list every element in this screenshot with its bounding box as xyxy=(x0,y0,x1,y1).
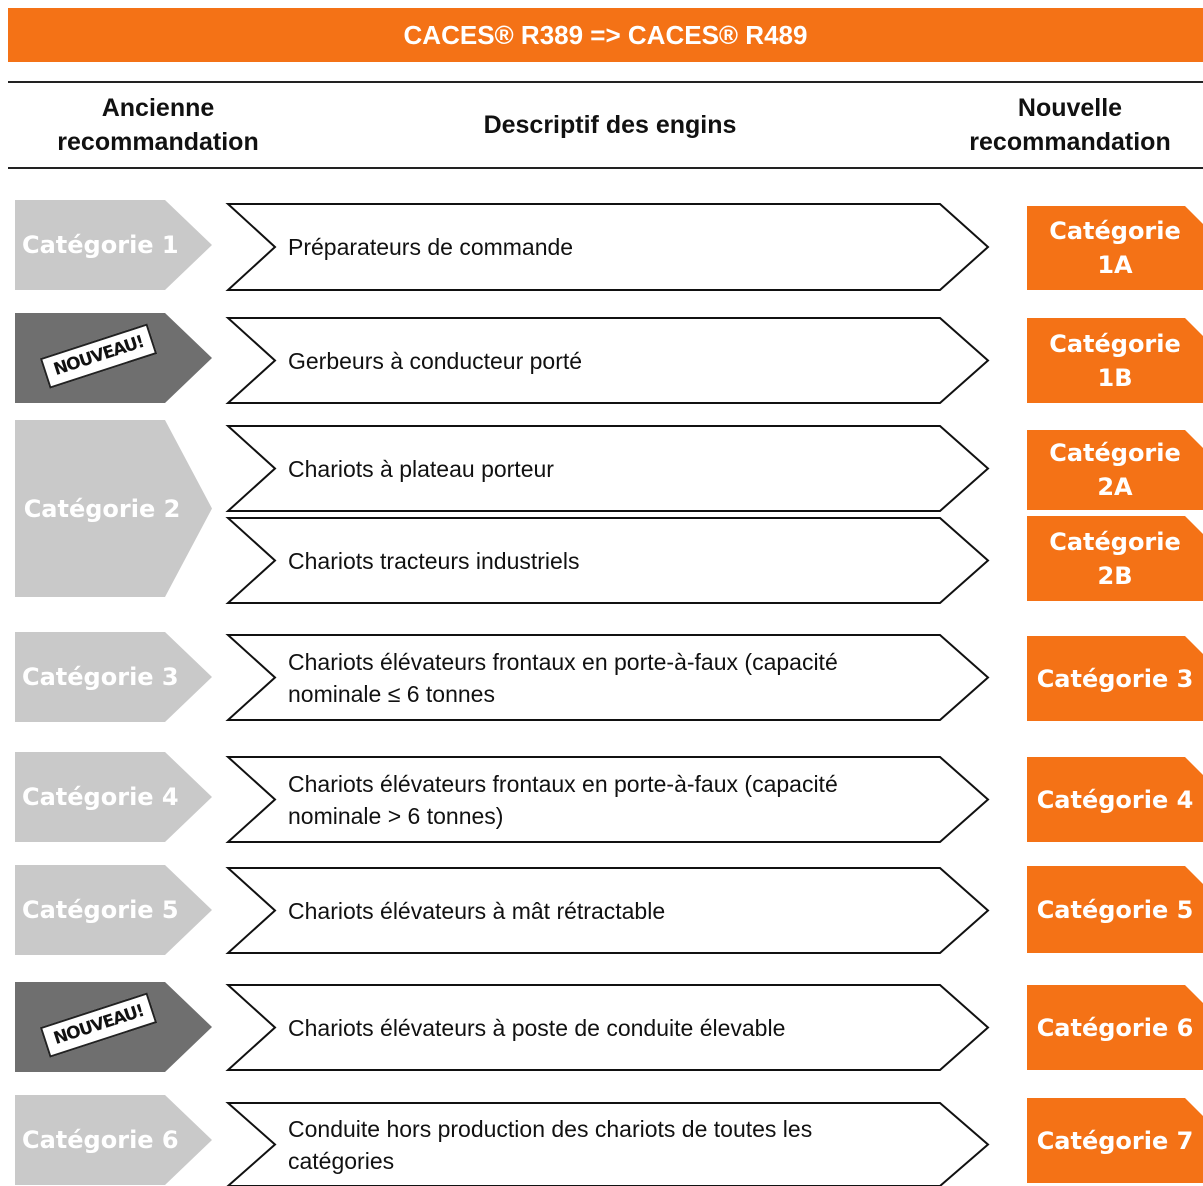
column-header: Ancienne recommandation xyxy=(57,94,259,156)
new-category-box xyxy=(1027,985,1203,1070)
old-category: Catégorie 6 xyxy=(22,1126,179,1154)
description: Chariots élévateurs frontaux en porte-à-… xyxy=(288,648,838,707)
new-category: Catégorie 1A xyxy=(1049,217,1181,279)
old-category-arrow xyxy=(15,865,212,955)
new-category-box xyxy=(1027,318,1203,403)
column-header: Nouvelle recommandation xyxy=(969,94,1171,156)
new-category: Catégorie 2A xyxy=(1049,439,1181,501)
new-category-box xyxy=(1027,206,1203,290)
description-arrow xyxy=(225,984,990,1071)
new-category: Catégorie 2B xyxy=(1049,527,1181,590)
old-category-arrow xyxy=(15,632,212,722)
new-category: Catégorie 6 xyxy=(1036,1013,1194,1042)
old-category: Catégorie 5 xyxy=(22,896,179,924)
new-category-box xyxy=(1027,430,1203,510)
description: Chariots élévateurs à mât rétractable xyxy=(288,897,666,924)
description-arrow xyxy=(225,203,990,291)
new-category-box xyxy=(1027,1098,1203,1183)
description-arrow xyxy=(225,517,990,604)
description: Chariots tracteurs industriels xyxy=(288,547,580,574)
new-category-box xyxy=(1027,757,1203,842)
old-category: Catégorie 2 xyxy=(23,494,181,523)
description-arrow xyxy=(225,425,990,512)
old-category-arrow xyxy=(15,1095,212,1185)
description: Conduite hors production des chariots de… xyxy=(288,1115,813,1174)
description: Chariots à plateau porteur xyxy=(288,455,554,482)
old-category: Catégorie 4 xyxy=(22,783,179,811)
new-category: Catégorie 4 xyxy=(1036,785,1194,814)
description-arrow xyxy=(225,1102,990,1186)
new-category: Catégorie 1B xyxy=(1049,329,1181,392)
old-category-arrow xyxy=(15,200,212,290)
old-category: Catégorie 3 xyxy=(22,663,179,691)
title-bar xyxy=(8,8,1203,62)
new-category: Catégorie 7 xyxy=(1036,1126,1194,1155)
title: CACES® R389 => CACES® R489 xyxy=(403,19,808,50)
description: Préparateurs de commande xyxy=(288,234,574,260)
new-category-box xyxy=(1027,866,1203,953)
description-arrow xyxy=(225,317,990,404)
description-arrow xyxy=(225,756,990,843)
new-category-box xyxy=(1027,516,1203,601)
column-header: Descriptif des engins xyxy=(483,111,737,139)
description: Chariots élévateurs à poste de conduite … xyxy=(288,1014,786,1041)
description: Gerbeurs à conducteur porté xyxy=(288,347,583,374)
description: Chariots élévateurs frontaux en porte-à-… xyxy=(288,770,838,829)
old-category-arrow xyxy=(15,752,212,842)
old-category-arrow xyxy=(15,420,212,597)
old-category: Catégorie 1 xyxy=(22,231,179,259)
description-arrow xyxy=(225,634,990,721)
description-arrow xyxy=(225,867,990,954)
new-category-box xyxy=(1027,636,1203,721)
new-category: Catégorie 3 xyxy=(1036,664,1194,693)
new-category: Catégorie 5 xyxy=(1036,895,1194,924)
